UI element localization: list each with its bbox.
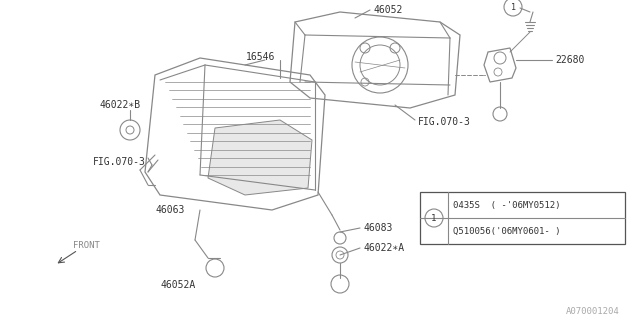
Text: 46052A: 46052A	[161, 280, 196, 290]
Text: 46063: 46063	[155, 205, 184, 215]
Text: 46022∗B: 46022∗B	[100, 100, 141, 110]
Text: Q510056('06MY0601- ): Q510056('06MY0601- )	[453, 227, 561, 236]
Text: 1: 1	[511, 3, 515, 12]
Text: 16546: 16546	[246, 52, 275, 62]
Text: 46052: 46052	[373, 5, 403, 15]
Text: 22680: 22680	[555, 55, 584, 65]
Text: FIG.070-3: FIG.070-3	[418, 117, 471, 127]
Text: 0435S  ( -'06MY0512): 0435S ( -'06MY0512)	[453, 201, 561, 210]
Text: FRONT: FRONT	[73, 241, 100, 250]
Bar	[420, 192, 625, 244]
Text: FIG.070-3: FIG.070-3	[93, 157, 146, 167]
Text: 46022∗A: 46022∗A	[363, 243, 404, 253]
Polygon shape	[208, 120, 312, 195]
Text: A070001204: A070001204	[566, 308, 620, 316]
Text: 1: 1	[431, 213, 436, 222]
Text: 46083: 46083	[363, 223, 392, 233]
